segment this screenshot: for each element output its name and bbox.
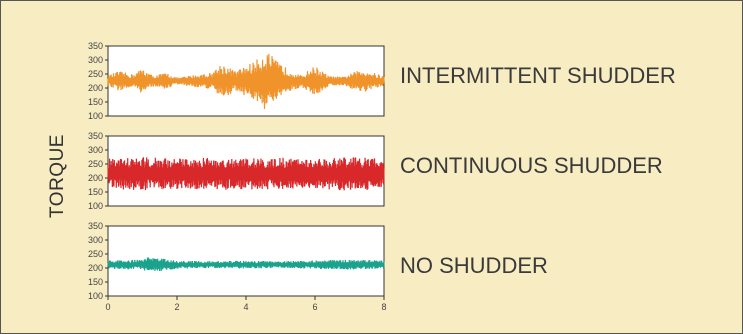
x-tick-label: 8	[381, 302, 386, 312]
y-tick-label: 100	[88, 201, 103, 211]
series-label-none: NO SHUDDER	[400, 253, 548, 278]
y-tick-label: 300	[88, 55, 103, 65]
y-tick-label: 350	[88, 221, 103, 231]
series-line-1	[107, 157, 385, 191]
y-tick-label: 100	[88, 111, 103, 121]
x-tick-label: 6	[312, 302, 317, 312]
y-tick-label: 150	[88, 187, 103, 197]
y-tick-label: 250	[88, 159, 103, 169]
x-tick-label: 2	[174, 302, 179, 312]
y-tick-label: 350	[88, 41, 103, 51]
y-tick-label: 300	[88, 235, 103, 245]
y-tick-label: 200	[88, 263, 103, 273]
x-tick-label: 0	[105, 302, 110, 312]
y-tick-label: 200	[88, 83, 103, 93]
y-tick-label: 250	[88, 249, 103, 259]
y-tick-label: 150	[88, 97, 103, 107]
x-tick-label: 4	[243, 302, 248, 312]
y-tick-label: 350	[88, 131, 103, 141]
series-line-0	[107, 53, 385, 110]
y-tick-label: 300	[88, 145, 103, 155]
series-label-continuous: CONTINUOUS SHUDDER	[400, 153, 663, 178]
y-tick-label: 250	[88, 69, 103, 79]
y-tick-label: 100	[88, 291, 103, 301]
series-line-2	[107, 257, 385, 271]
series-label-intermittent: INTERMITTENT SHUDDER	[400, 63, 676, 88]
y-tick-label: 200	[88, 173, 103, 183]
y-tick-label: 150	[88, 277, 103, 287]
